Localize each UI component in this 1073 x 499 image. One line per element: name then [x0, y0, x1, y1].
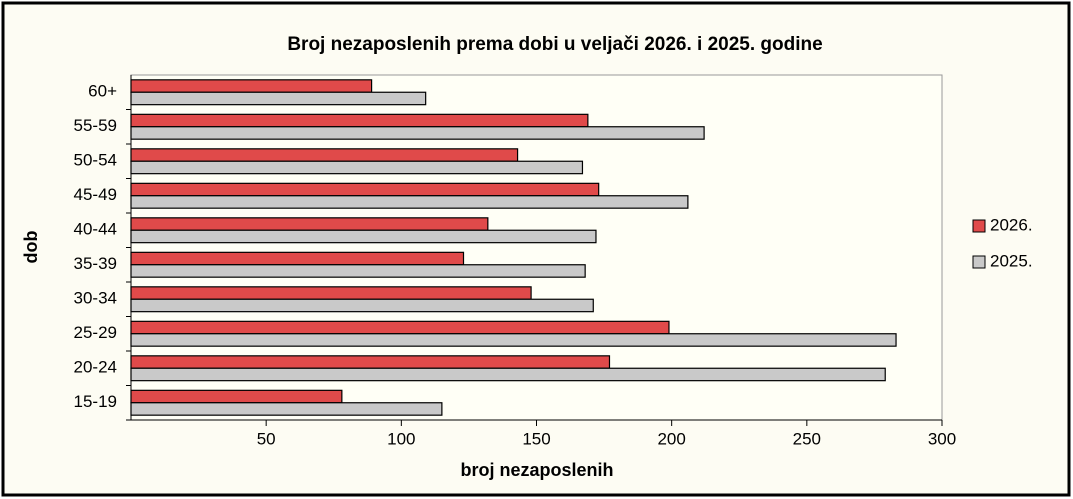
bar — [130, 251, 465, 266]
bar — [130, 367, 886, 382]
bar — [130, 91, 427, 106]
x-tick-label: 250 — [793, 429, 821, 448]
bar — [130, 79, 373, 93]
x-tick-label: 100 — [387, 429, 415, 448]
bar — [130, 264, 586, 278]
x-axis-title: broj nezaposlenih — [460, 460, 613, 480]
chart-title: Broj nezaposlenih prema dobi u veljači 2… — [287, 34, 822, 55]
bar — [130, 217, 489, 231]
x-tick-label: 150 — [522, 429, 550, 448]
y-tick-label: 25-29 — [74, 323, 117, 342]
x-tick-label: 200 — [657, 429, 685, 448]
legend-swatch — [972, 219, 986, 233]
bar — [130, 286, 532, 300]
y-tick-label: 15-19 — [74, 392, 117, 411]
x-tick-label: 50 — [257, 429, 276, 448]
y-tick-label: 50-54 — [74, 151, 117, 170]
bar — [130, 182, 600, 197]
bar — [130, 126, 705, 140]
y-tick-label: 55-59 — [74, 116, 117, 135]
bar — [130, 160, 584, 175]
legend-label: 2026. — [990, 215, 1033, 234]
bar — [130, 195, 689, 209]
y-tick-label: 40-44 — [74, 220, 117, 239]
legend-label: 2025. — [990, 251, 1033, 270]
y-tick-label: 60+ — [88, 82, 117, 101]
y-tick-label: 35-39 — [74, 254, 117, 273]
y-tick-label: 30-34 — [74, 289, 117, 308]
bar — [130, 355, 611, 369]
x-tick-label: 300 — [928, 429, 956, 448]
bar — [130, 113, 589, 128]
y-tick-label: 20-24 — [74, 358, 117, 377]
bar — [130, 229, 597, 244]
bar — [130, 320, 670, 335]
legend-swatch — [972, 255, 986, 269]
bar — [130, 389, 343, 404]
bar — [130, 333, 897, 347]
bar — [130, 298, 594, 313]
y-axis-title: dob — [21, 231, 41, 264]
bar — [130, 402, 443, 416]
bar — [130, 148, 519, 162]
y-tick-label: 45-49 — [74, 185, 117, 204]
